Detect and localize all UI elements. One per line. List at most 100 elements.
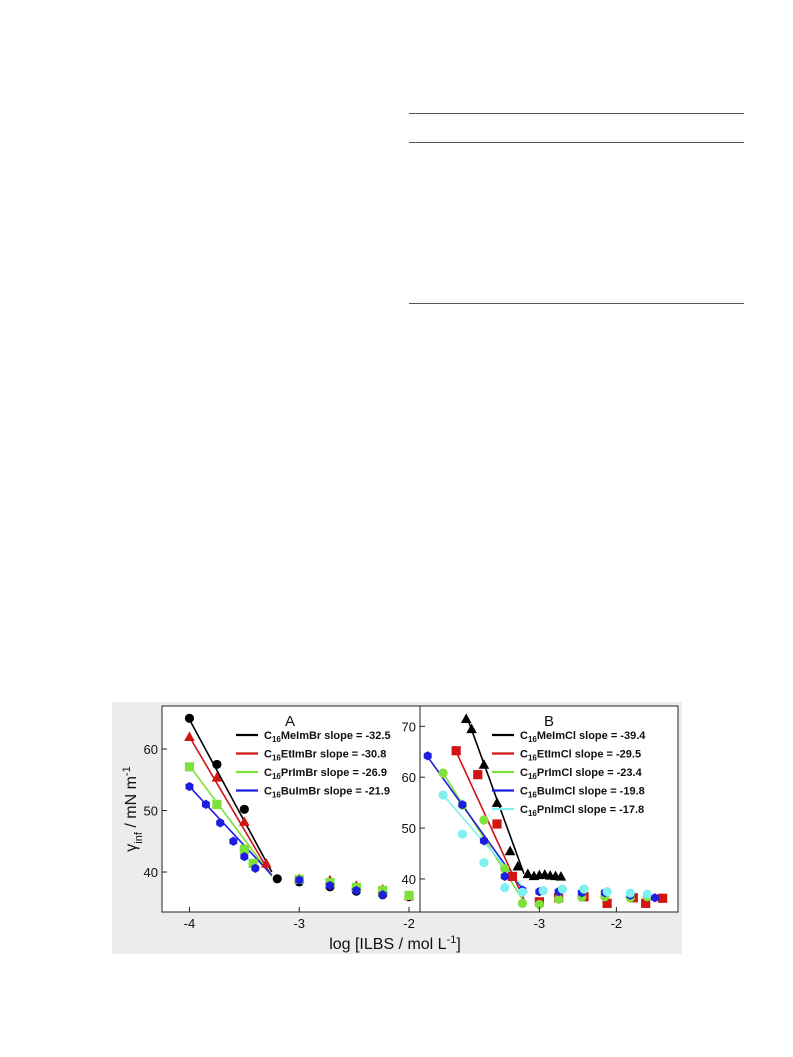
b-point-3-0 — [423, 751, 432, 761]
b-point-4-8 — [602, 887, 612, 897]
b-point-1-0 — [451, 746, 461, 756]
b-fit-line-0 — [467, 720, 525, 875]
b-legend-entry-2: C16PrImCl slope = -23.4 — [520, 767, 643, 781]
a-point-0-2 — [239, 804, 249, 814]
b-legend-entry-3: C16BuImCl slope = -19.8 — [520, 786, 645, 800]
a-point-2-0 — [184, 762, 195, 772]
a-fit-line-0 — [188, 719, 273, 873]
panel-a-fit-lines — [188, 719, 273, 877]
b-point-2-5 — [534, 899, 544, 909]
a-y-tick-label-2: 60 — [144, 742, 158, 757]
b-legend-entry-4: C16PnImCl slope = -17.8 — [520, 804, 644, 818]
b-point-4-10 — [642, 889, 652, 899]
a-legend-entry-0: C16MeImBr slope = -32.5 — [264, 730, 391, 744]
b-point-1-3 — [507, 871, 518, 881]
a-point-0-3 — [272, 874, 282, 884]
y-axis-label: γinf / mN m-1 — [121, 766, 145, 851]
b-point-0-1 — [466, 723, 477, 734]
b-point-4-3 — [500, 882, 510, 893]
table-bottom-rule — [409, 303, 744, 304]
a-legend-entry-3: C16BuImBr slope = -21.9 — [264, 786, 390, 800]
b-point-1-1 — [473, 770, 483, 780]
a-point-3-4 — [240, 852, 249, 862]
a-fit-line-3 — [188, 786, 273, 876]
a-x-tick-label-1: -3 — [293, 916, 305, 931]
b-point-1-9 — [641, 898, 651, 908]
b-point-1-7 — [602, 898, 612, 908]
a-point-3-1 — [201, 799, 210, 809]
b-point-2-4 — [517, 898, 528, 908]
a-point-0-0 — [184, 713, 195, 723]
chart-panel-b: B -3 -2 40 50 60 70 C16MeImCl slope = -39.4C1… — [402, 705, 679, 931]
a-point-3-5 — [251, 863, 260, 873]
b-point-0-4 — [504, 845, 516, 856]
a-fit-line-1 — [188, 736, 273, 877]
b-x-tick-label-0: -3 — [534, 916, 546, 931]
a-point-3-2 — [216, 818, 225, 828]
b-point-2-2 — [479, 815, 489, 825]
a-point-2-1 — [212, 799, 222, 809]
b-point-0-3 — [491, 797, 503, 807]
b-point-0-5 — [512, 860, 524, 871]
panel-b-legend: C16MeImCl slope = -39.4 C16EtImCl slope =… — [492, 730, 646, 818]
panel-a-label: A — [285, 713, 295, 730]
b-point-0-2 — [478, 759, 490, 769]
panel-b-axes: -3 -2 40 50 60 70 — [402, 719, 623, 931]
a-point-2-3 — [248, 858, 258, 869]
b-point-0-0 — [460, 713, 472, 723]
table-top-rule — [409, 113, 744, 114]
b-point-3-1 — [458, 800, 467, 810]
a-point-3-7 — [325, 880, 334, 891]
panel-a-plot-area — [161, 705, 421, 913]
b-point-2-0 — [438, 768, 448, 778]
a-y-tick-label-0: 40 — [144, 865, 158, 880]
panel-b-data-points — [423, 713, 668, 909]
a-x-tick-label-2: -2 — [403, 916, 415, 931]
a-point-3-9 — [378, 890, 387, 900]
a-y-tick-label-1: 50 — [144, 804, 158, 819]
b-point-4-7 — [579, 884, 589, 894]
b-point-0-6 — [522, 868, 534, 879]
a-point-3-6 — [295, 875, 304, 885]
x-axis-label: log [ILBS / mol L-1] — [329, 934, 461, 953]
a-point-3-0 — [185, 781, 194, 792]
panel-a-axes: -4 -3 -2 40 50 60 — [144, 742, 415, 931]
b-y-tick-label-0: 40 — [402, 872, 416, 887]
b-point-4-9 — [625, 888, 635, 898]
b-point-1-10 — [657, 893, 668, 903]
panel-a-legend: C16MeImBr slope = -32.5 C16EtImBr slope =… — [236, 730, 391, 800]
a-point-0-1 — [212, 759, 222, 770]
a-point-3-8 — [352, 885, 361, 896]
a-point-1-3 — [261, 858, 272, 868]
a-x-tick-label-0: -4 — [184, 916, 196, 931]
b-point-3-2 — [479, 836, 488, 846]
a-point-2-8 — [404, 890, 414, 900]
b-legend-entry-1: C16EtImCl slope = -29.5 — [520, 749, 641, 763]
a-point-3-3 — [229, 836, 238, 846]
b-point-0-12 — [555, 871, 567, 881]
panel-b-label: B — [544, 713, 554, 730]
b-point-4-6 — [557, 884, 568, 894]
a-legend-entry-1: C16EtImBr slope = -30.8 — [264, 749, 386, 763]
b-y-tick-label-1: 50 — [402, 821, 416, 836]
b-point-2-3 — [500, 864, 510, 874]
b-point-3-3 — [500, 871, 509, 881]
b-point-4-4 — [517, 887, 528, 897]
b-point-4-5 — [538, 886, 548, 896]
table-header-rule — [409, 142, 744, 143]
b-point-1-2 — [492, 819, 502, 829]
b-y-tick-label-2: 60 — [402, 770, 416, 785]
a-point-1-0 — [184, 731, 195, 741]
b-point-4-2 — [479, 858, 489, 868]
a-point-1-1 — [211, 772, 223, 782]
b-point-4-0 — [438, 790, 448, 800]
a-legend-entry-2: C16PrImBr slope = -26.9 — [264, 767, 387, 781]
b-point-3-10 — [650, 893, 659, 903]
b-x-tick-label-1: -2 — [611, 916, 623, 931]
panel-a-data-points — [184, 713, 415, 902]
b-point-4-1 — [457, 829, 467, 839]
a-point-1-2 — [239, 816, 250, 826]
a-fit-line-2 — [188, 765, 273, 877]
b-y-tick-label-3: 70 — [402, 719, 416, 734]
